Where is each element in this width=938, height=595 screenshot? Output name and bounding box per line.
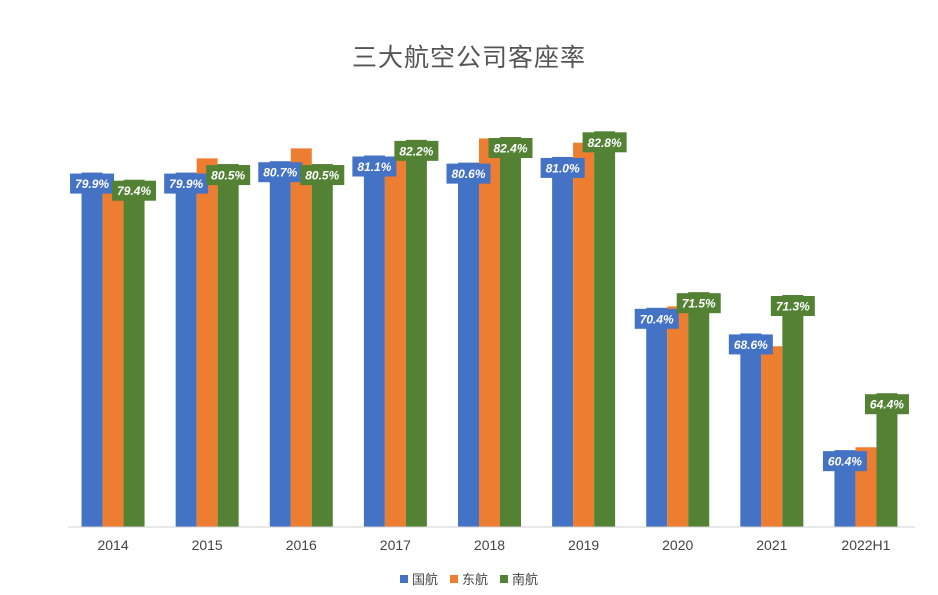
data-label-box-国航-2018 (446, 163, 491, 184)
data-label-国航-2014: 79.9% (75, 177, 109, 191)
data-label-box-南航-2017 (394, 140, 439, 161)
data-label-box-南航-2022H1 (864, 394, 909, 415)
bar-南航-2014 (123, 179, 145, 527)
legend-swatch (449, 575, 458, 583)
x-tick-label-2015: 2015 (192, 537, 223, 553)
bar-东航-2017 (384, 158, 406, 527)
data-label-南航-2019: 82.8% (588, 136, 622, 150)
bar-国航-2016 (269, 161, 291, 527)
data-label-box-国航-2022H1 (822, 451, 867, 472)
data-label-box-南航-2014 (112, 180, 157, 201)
data-label-国航-2022H1: 60.4% (828, 455, 862, 469)
x-tick-label-2021: 2021 (756, 537, 787, 553)
bar-南航-2016 (311, 164, 333, 528)
legend-item-国航: 国航 (399, 569, 438, 588)
data-label-box-南航-2018 (488, 138, 533, 159)
data-label-box-国航-2017 (352, 156, 397, 177)
bar-国航-2020 (646, 307, 668, 527)
bar-东航-2020 (667, 306, 689, 527)
bar-南航-2018 (500, 137, 521, 528)
data-label-box-南航-2019 (582, 132, 627, 153)
x-tick-label-2022H1: 2022H1 (841, 537, 890, 553)
data-label-南航-2021: 71.3% (776, 299, 810, 313)
bar-东航-2014 (102, 182, 124, 527)
bars-layer (81, 131, 898, 528)
data-label-国航-2019: 81.0% (546, 161, 580, 175)
data-label-box-国航-2015 (164, 173, 209, 194)
data-label-box-国航-2016 (258, 162, 303, 183)
bar-国航-2017 (363, 155, 385, 527)
x-tick-label-2018: 2018 (474, 537, 505, 553)
data-label-box-国航-2019 (540, 157, 585, 178)
data-label-box-南航-2021 (770, 295, 815, 316)
legend-label: 南航 (512, 573, 539, 588)
bar-南航-2015 (217, 164, 239, 528)
data-label-南航-2020: 71.5% (682, 297, 716, 311)
x-tick-label-2019: 2019 (568, 537, 599, 553)
x-tick-label-2020: 2020 (662, 537, 693, 553)
data-label-南航-2022H1: 64.4% (870, 398, 904, 412)
data-label-box-南航-2015 (206, 165, 251, 186)
bar-国航-2014 (81, 172, 103, 527)
bar-东航-2015 (196, 158, 218, 527)
bar-南航-2021 (782, 294, 804, 527)
x-tick-label-2014: 2014 (97, 537, 128, 553)
x-tick-labels: 2014 2015 2016 2017 2018 2019 2020 2021 2022H1 (97, 537, 890, 553)
data-label-box-国航-2014 (70, 173, 115, 194)
bar-南航-2017 (405, 139, 427, 527)
data-label-南航-2014: 79.4% (117, 184, 151, 198)
bar-东航-2021 (761, 346, 783, 527)
data-label-box-国航-2020 (634, 308, 679, 329)
bar-东航-2019 (573, 142, 595, 527)
legend-item-南航: 南航 (500, 569, 538, 588)
data-label-国航-2016: 80.7% (263, 166, 297, 180)
legend-label: 国航 (411, 573, 438, 588)
bar-国航-2015 (175, 172, 197, 527)
data-label-国航-2020: 70.4% (640, 312, 674, 326)
legend-swatch (399, 575, 408, 583)
bar-南航-2020 (688, 292, 710, 527)
data-label-南航-2018: 82.4% (493, 142, 527, 156)
bar-南航-2019 (594, 131, 616, 527)
data-label-box-国航-2021 (728, 334, 773, 355)
bar-南航-2022H1 (876, 393, 898, 527)
bar-东航-2018 (479, 138, 500, 527)
bar-国航-2019 (552, 156, 574, 527)
x-tick-label-2017: 2017 (380, 537, 411, 553)
data-label-国航-2018: 80.6% (451, 167, 485, 181)
data-label-南航-2016: 80.5% (305, 169, 339, 183)
data-label-南航-2017: 82.2% (399, 144, 433, 158)
data-label-国航-2017: 81.1% (357, 160, 391, 174)
bar-东航-2016 (290, 148, 312, 528)
data-label-box-南航-2020 (676, 293, 721, 314)
data-label-国航-2021: 68.6% (734, 338, 768, 352)
bar-国航-2021 (740, 333, 762, 527)
legend: 国航 东航 南航 (0, 569, 938, 588)
data-label-南航-2015: 80.5% (211, 169, 245, 183)
chart-title: 三大航空公司客座率 (351, 43, 586, 72)
data-label-box-南航-2016 (300, 165, 345, 186)
bar-国航-2018 (458, 162, 479, 528)
legend-swatch (500, 575, 508, 583)
legend-item-东航: 东航 (449, 569, 488, 588)
x-tick-label-2016: 2016 (286, 537, 317, 553)
data-labels-layer: 79.9% 79.9% 80.7% 81.1% 80.6% 81.0% 70.4% 68.6%… (70, 132, 909, 472)
legend-label: 东航 (461, 573, 488, 588)
data-label-国航-2015: 79.9% (169, 177, 203, 191)
